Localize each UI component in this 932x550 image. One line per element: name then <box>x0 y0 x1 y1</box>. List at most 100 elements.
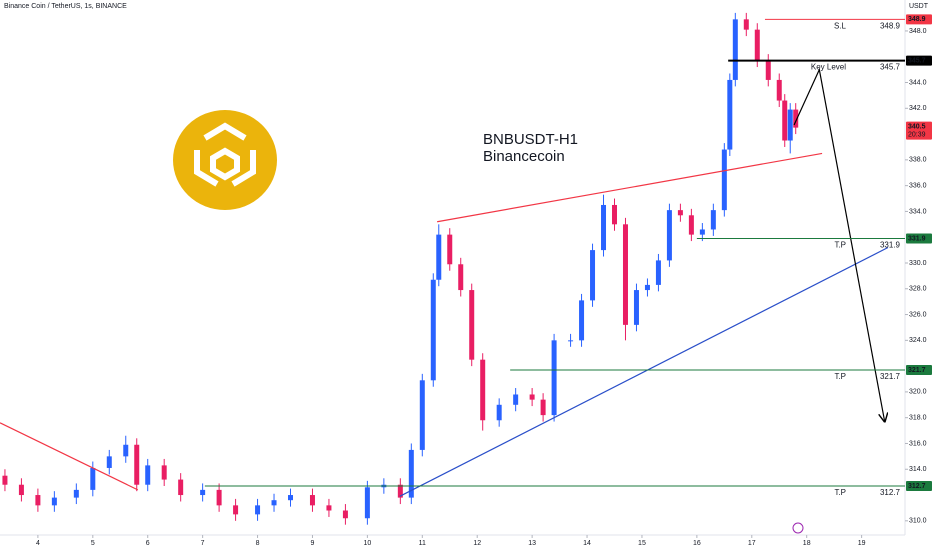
chart-subtitle: Binancecoin <box>483 148 565 165</box>
y-tick-label: 330.0 <box>909 260 927 267</box>
x-tick-label: 16 <box>693 540 701 547</box>
candle-body <box>2 475 8 485</box>
x-tick-label: 12 <box>473 540 481 547</box>
x-tick-label: 15 <box>638 540 646 547</box>
price-tag-label: 321.7 <box>908 367 926 374</box>
candle-body <box>430 279 436 381</box>
symbol-label: Binance Coin / TetherUS, 1s, BINANCE <box>4 3 127 10</box>
chart-title: BNBUSDT-H1 <box>483 131 578 148</box>
candle-body <box>342 510 348 519</box>
level-value: 321.7 <box>880 372 901 381</box>
event-icon <box>792 522 804 534</box>
candle-body <box>419 380 425 450</box>
candle-body <box>754 29 760 61</box>
candle-body <box>364 487 370 519</box>
candle-body <box>123 444 129 457</box>
x-tick-label: 5 <box>91 540 95 547</box>
candle-body <box>106 456 112 468</box>
candle-body <box>666 210 672 261</box>
x-tick-label: 18 <box>803 540 811 547</box>
candle-body <box>408 449 414 498</box>
candle-body <box>200 489 206 496</box>
price-tag <box>906 233 932 244</box>
x-tick-label: 6 <box>146 540 150 547</box>
y-tick-label: 338.0 <box>909 157 927 164</box>
y-tick-label: 316.0 <box>909 440 927 447</box>
candle-body <box>721 149 727 211</box>
price-tag <box>906 364 932 375</box>
x-tick-label: 17 <box>748 540 756 547</box>
candle-body <box>776 79 782 101</box>
price-tag <box>906 481 932 492</box>
candle-body <box>633 290 639 325</box>
x-tick-label: 13 <box>528 540 536 547</box>
candle-body <box>529 394 535 400</box>
candle-body <box>787 109 793 141</box>
level-label: Key Level <box>811 63 846 72</box>
y-tick-label: 334.0 <box>909 208 927 215</box>
candle-body <box>793 109 799 128</box>
y-tick-label: 314.0 <box>909 466 927 473</box>
candle-body <box>688 215 694 235</box>
price-tag-label: 348.9 <box>908 16 926 23</box>
candle-body <box>590 250 596 301</box>
y-tick-label: 318.0 <box>909 415 927 422</box>
candle-body <box>622 224 628 325</box>
y-tick-label: 342.0 <box>909 105 927 112</box>
y-tick-label: 344.0 <box>909 79 927 86</box>
y-tick-label: 328.0 <box>909 286 927 293</box>
level-label: S.L <box>834 21 847 30</box>
candle-body <box>782 100 788 141</box>
candle-body <box>255 505 261 515</box>
candle-body <box>601 204 607 251</box>
candle-body <box>540 399 546 416</box>
candle-body <box>458 264 464 291</box>
last-price-tag <box>906 121 932 140</box>
candle-body <box>309 495 315 506</box>
price-tag <box>906 55 932 66</box>
candle-body <box>551 340 557 416</box>
candle-body <box>710 210 716 230</box>
trend-line <box>399 246 889 497</box>
candle-body <box>216 489 222 506</box>
candle-body <box>178 479 184 496</box>
level-value: 345.7 <box>880 63 901 72</box>
candle-body <box>727 79 733 150</box>
y-tick-label: 336.0 <box>909 182 927 189</box>
currency-label: USDT <box>909 3 929 10</box>
price-tag-label: 312.7 <box>908 483 926 490</box>
level-value: 331.9 <box>880 241 901 250</box>
y-tick-label: 324.0 <box>909 337 927 344</box>
trend-line <box>793 67 885 422</box>
candle-body <box>288 495 294 501</box>
candle-body <box>145 465 151 485</box>
last-price-label: 340.5 <box>908 123 926 130</box>
x-tick-label: 19 <box>858 540 866 547</box>
x-tick-label: 7 <box>201 540 205 547</box>
candle-body <box>271 500 277 506</box>
candle-body <box>134 444 140 485</box>
candle-body <box>496 404 502 421</box>
logo <box>173 110 277 210</box>
y-tick-label: 320.0 <box>909 389 927 396</box>
x-tick-label: 4 <box>36 540 40 547</box>
candle-body <box>732 19 738 80</box>
price-tag-label: 345.7 <box>908 57 926 64</box>
candle-body <box>233 505 239 515</box>
candle-body <box>161 465 167 480</box>
level-label: T.P <box>834 488 846 497</box>
x-tick-label: 14 <box>583 540 591 547</box>
y-tick-label: 310.0 <box>909 518 927 525</box>
level-value: 348.9 <box>880 21 901 30</box>
level-value: 312.7 <box>880 488 901 497</box>
candle-body <box>447 234 453 265</box>
candle-body <box>480 359 486 421</box>
x-tick-label: 9 <box>311 540 315 547</box>
y-tick-label: 326.0 <box>909 311 927 318</box>
x-tick-label: 10 <box>363 540 371 547</box>
candle-body <box>436 234 442 280</box>
candle-body <box>90 467 96 490</box>
candle-body <box>699 229 705 235</box>
candle-body <box>677 210 683 216</box>
